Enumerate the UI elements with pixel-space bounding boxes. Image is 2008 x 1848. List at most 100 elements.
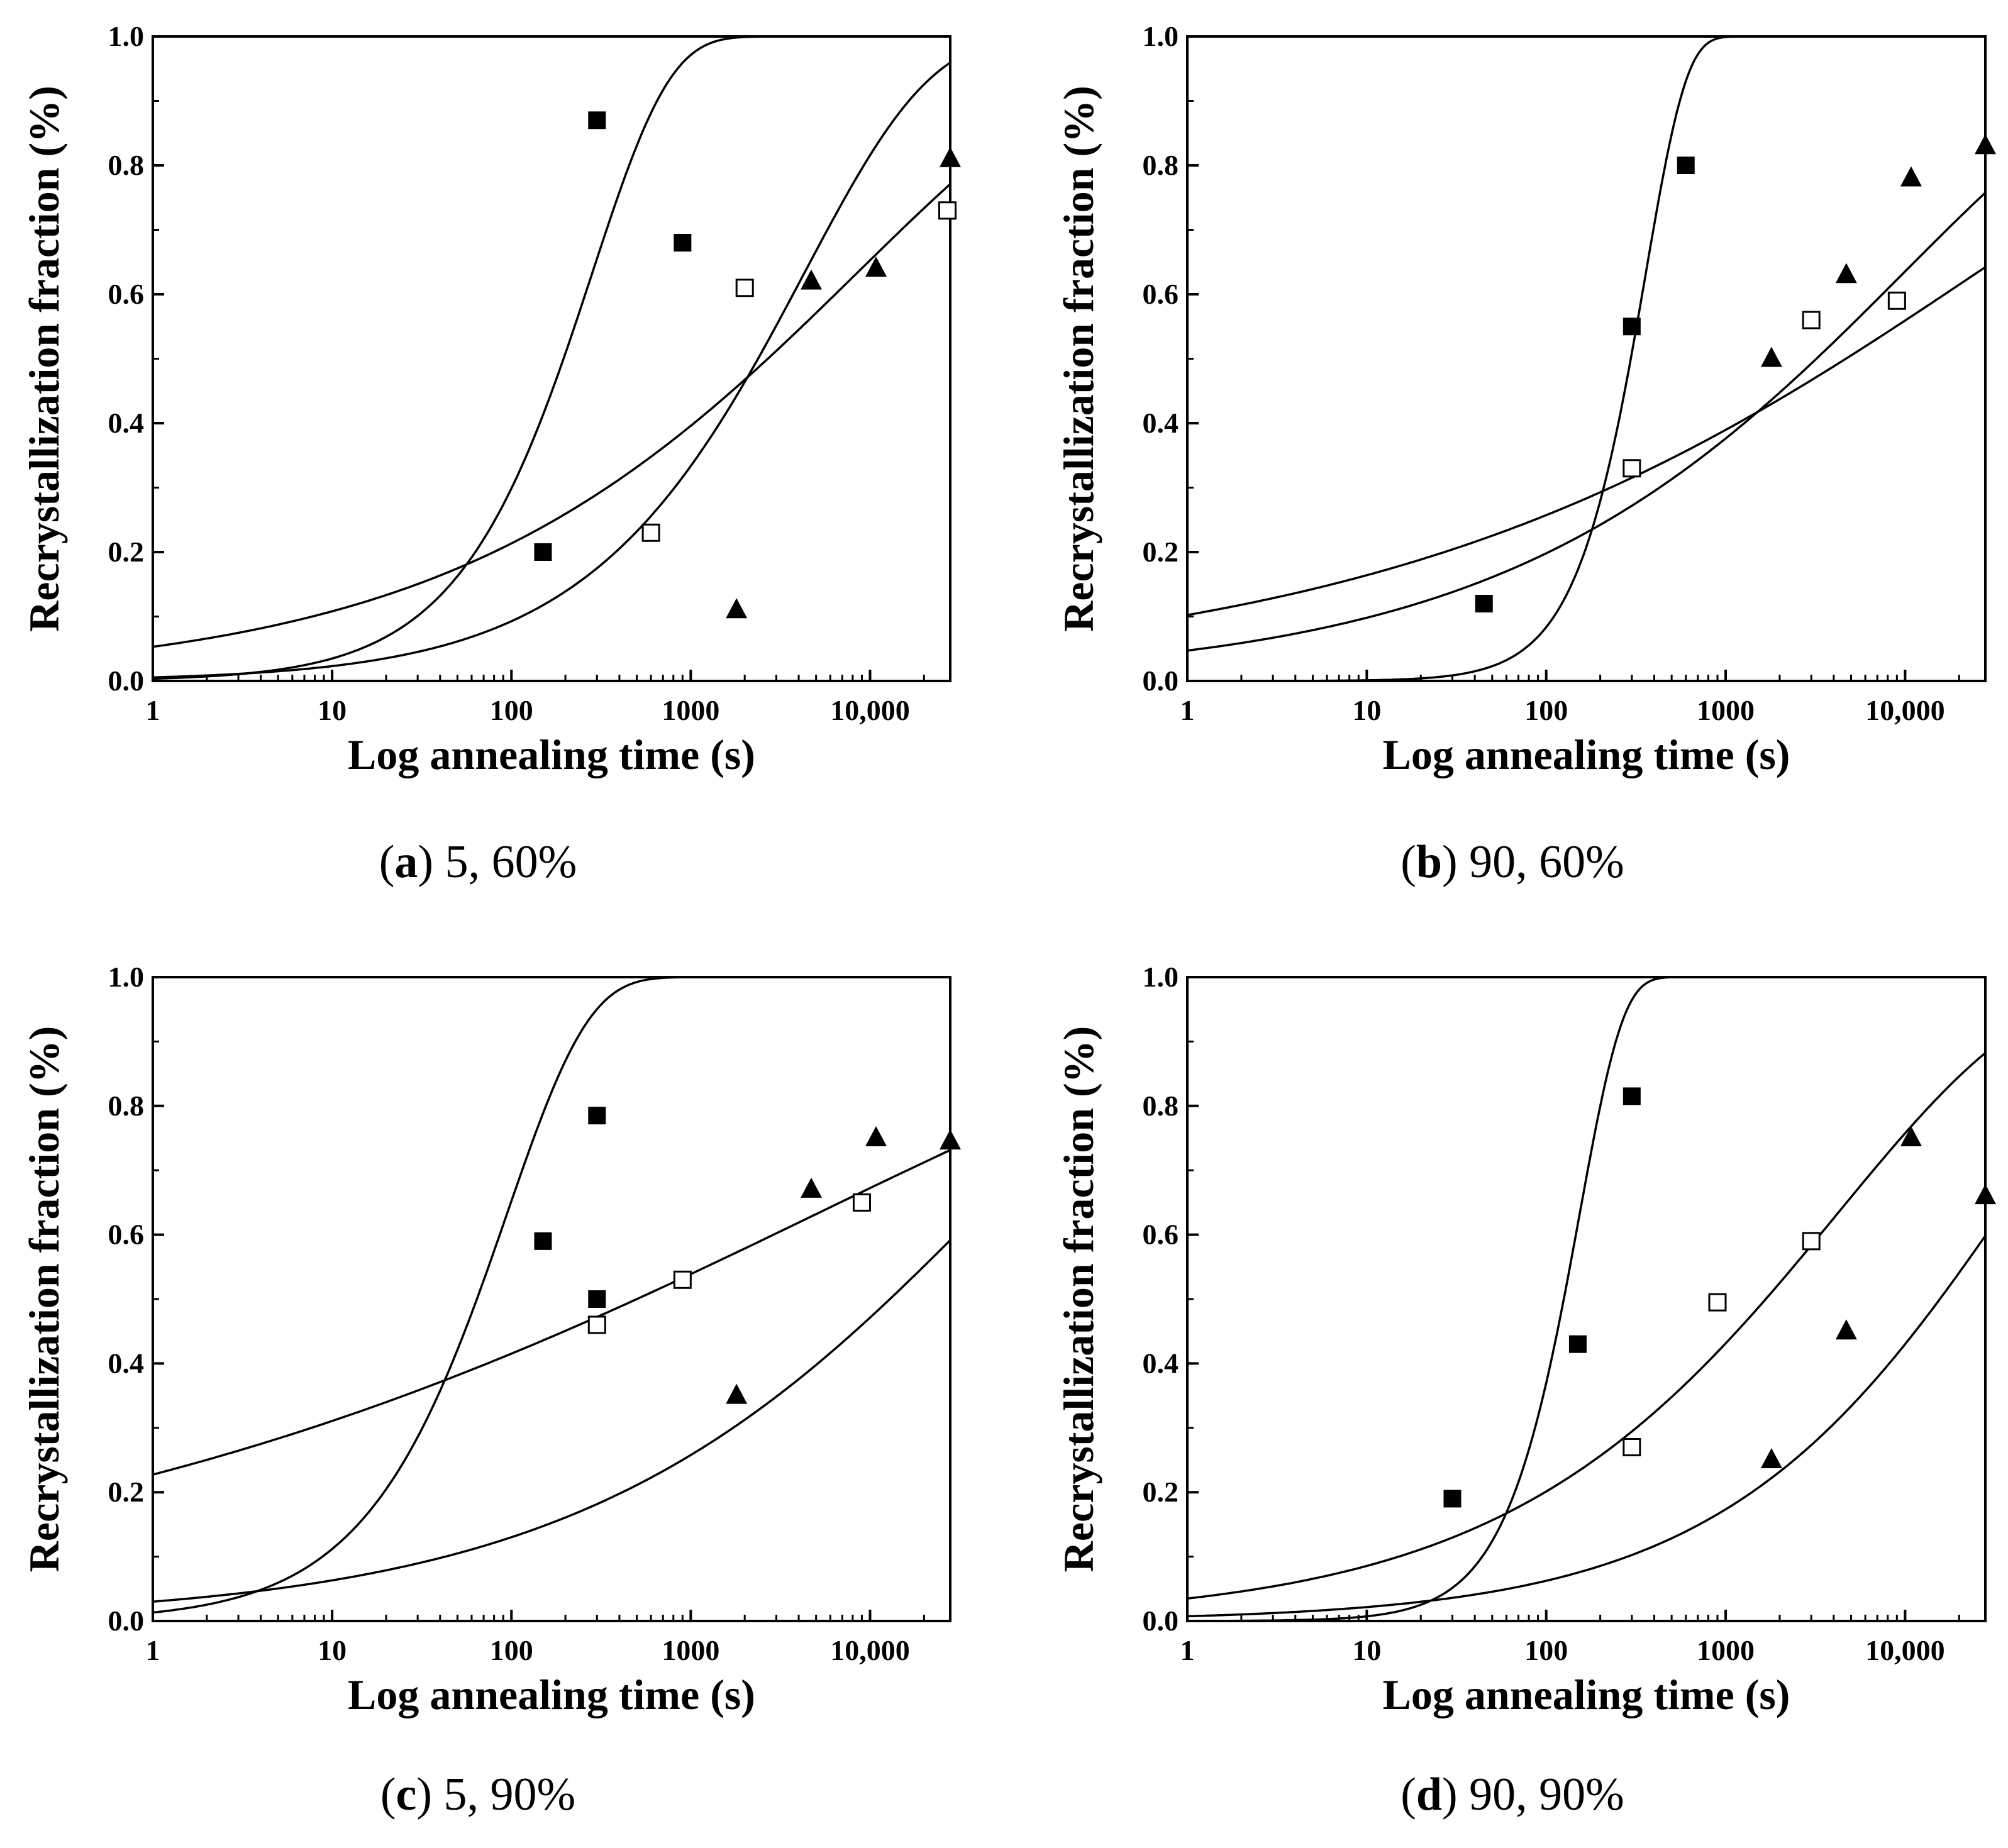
data-markers — [534, 111, 961, 619]
fit-curve-open-square — [153, 1149, 950, 1476]
x-tick-label: 100 — [490, 694, 533, 726]
data-point-open-square — [852, 1193, 871, 1212]
y-tick-label: 0.6 — [1143, 1219, 1179, 1251]
data-point-open-square — [1802, 1232, 1821, 1251]
fit-curve-open-square — [153, 183, 950, 648]
data-point-open-square — [938, 201, 957, 220]
data-point-filled-triangle — [726, 598, 748, 619]
y-tick-label: 1.0 — [1143, 20, 1179, 52]
data-point-filled-square — [588, 111, 606, 130]
caption-close-paren: ) — [418, 836, 445, 888]
fit-curves — [153, 36, 950, 680]
chart-panel-c: 0.0 0.2 0.4 0.6 0.8 1.0 1 10 100 1000 10,000 Log an… — [20, 961, 961, 1820]
y-axis-title: Recrystallization fraction (%) — [20, 1026, 68, 1573]
y-tick-label: 1.0 — [1143, 961, 1179, 993]
fit-curves — [153, 977, 950, 1614]
data-point-filled-square — [1622, 1087, 1641, 1105]
x-tick-label: 1 — [1180, 694, 1195, 726]
y-axis-title: Recrystallization fraction (%) — [20, 86, 68, 632]
data-point-filled-triangle — [1760, 1448, 1782, 1468]
fit-curve-filled-square — [1187, 977, 1985, 1621]
data-markers — [1475, 134, 1996, 612]
data-point-filled-square — [674, 234, 692, 252]
y-tick-label: 0.4 — [108, 1347, 145, 1379]
caption-letter: d — [1416, 1769, 1442, 1820]
x-axis-title: Log annealing time (s) — [1383, 1671, 1790, 1718]
x-tick-label: 10 — [1352, 1634, 1381, 1666]
plot-frame — [1186, 976, 1987, 1622]
fit-curve-open-square — [1187, 1052, 1985, 1600]
plot-frame — [152, 976, 951, 1622]
x-tick-label: 1 — [146, 694, 160, 726]
data-markers — [534, 1107, 961, 1404]
data-point-open-square — [1622, 459, 1641, 478]
caption-close-paren: ) — [1442, 836, 1469, 888]
data-point-open-square — [1708, 1293, 1727, 1312]
data-point-filled-triangle — [940, 147, 961, 167]
x-tick-label: 100 — [1524, 694, 1568, 726]
data-point-filled-triangle — [1975, 134, 1996, 155]
fit-curve-filled-square — [153, 977, 950, 1614]
y-tick-label: 0.0 — [1143, 1605, 1179, 1637]
y-tick-label: 1.0 — [108, 961, 145, 993]
x-tick-label: 1000 — [662, 1634, 719, 1666]
y-tick-label: 0.4 — [108, 407, 145, 439]
panel-caption: (d) 90, 90% — [1401, 1769, 1624, 1820]
x-tick-label: 10 — [318, 1634, 347, 1666]
y-tick-label: 0.4 — [1143, 407, 1179, 439]
data-point-filled-square — [1475, 595, 1493, 612]
caption-open-paren: ( — [379, 836, 395, 888]
y-axis: 0.0 0.2 0.4 0.6 0.8 1.0 — [1143, 20, 1199, 697]
y-tick-label: 0.8 — [1143, 1090, 1179, 1122]
y-axis-title: Recrystallization fraction (%) — [1055, 86, 1102, 632]
x-axis-title: Log annealing time (s) — [348, 1671, 755, 1718]
caption-letter: b — [1416, 836, 1442, 888]
data-point-filled-triangle — [801, 269, 823, 290]
y-tick-label: 0.2 — [108, 1476, 145, 1508]
caption-text: 5, 60% — [445, 836, 577, 888]
data-point-filled-square — [1443, 1490, 1462, 1508]
y-tick-label: 0.2 — [1143, 536, 1179, 568]
fit-curves — [1187, 977, 1985, 1621]
data-point-filled-triangle — [726, 1383, 748, 1404]
panel-caption: (a) 5, 60% — [379, 836, 577, 888]
fit-curve-filled-triangle — [153, 62, 950, 679]
data-point-filled-triangle — [1760, 346, 1782, 367]
x-tick-label: 10,000 — [830, 694, 910, 726]
caption-text: 90, 60% — [1469, 836, 1624, 888]
x-tick-label: 10,000 — [830, 1634, 910, 1666]
data-point-filled-square — [1677, 157, 1695, 174]
y-tick-label: 0.6 — [108, 1219, 145, 1251]
fit-curve-filled-square — [1187, 36, 1985, 681]
data-point-filled-triangle — [1900, 1126, 1922, 1146]
fit-curve-filled-square — [153, 36, 950, 680]
data-point-filled-triangle — [801, 1177, 823, 1198]
data-point-filled-square — [1568, 1335, 1587, 1353]
x-axis: 1 10 100 1000 10,000 — [1180, 1610, 1960, 1666]
panel-caption: (b) 90, 60% — [1401, 836, 1624, 888]
data-point-filled-square — [588, 1107, 606, 1125]
y-tick-label: 0.8 — [108, 1090, 145, 1122]
data-point-filled-triangle — [1975, 1184, 1996, 1205]
data-point-filled-square — [534, 543, 552, 561]
data-markers — [1443, 1087, 1996, 1508]
y-tick-label: 0.6 — [1143, 278, 1179, 310]
caption-letter: c — [396, 1769, 416, 1820]
chart-panel-d: 0.0 0.2 0.4 0.6 0.8 1.0 1 10 100 1000 10,000 Log an… — [1055, 961, 1996, 1820]
data-point-open-square — [1802, 311, 1821, 329]
data-point-filled-triangle — [1835, 263, 1857, 284]
x-axis-title: Log annealing time (s) — [1383, 731, 1790, 778]
x-tick-label: 10 — [1352, 694, 1381, 726]
y-tick-label: 1.0 — [108, 20, 145, 52]
y-axis: 0.0 0.2 0.4 0.6 0.8 1.0 — [108, 20, 164, 697]
fit-curve-filled-triangle — [153, 1239, 950, 1603]
x-tick-label: 10 — [318, 694, 347, 726]
plot-frame — [1186, 35, 1987, 682]
fit-curve-filled-triangle — [1187, 1235, 1985, 1618]
data-point-filled-triangle — [940, 1129, 961, 1150]
y-tick-label: 0.2 — [108, 536, 145, 568]
fit-curves — [1187, 36, 1985, 681]
x-tick-label: 1 — [1180, 1634, 1195, 1666]
x-axis: 1 10 100 1000 10,000 — [146, 1610, 925, 1666]
caption-close-paren: ) — [1442, 1769, 1469, 1820]
